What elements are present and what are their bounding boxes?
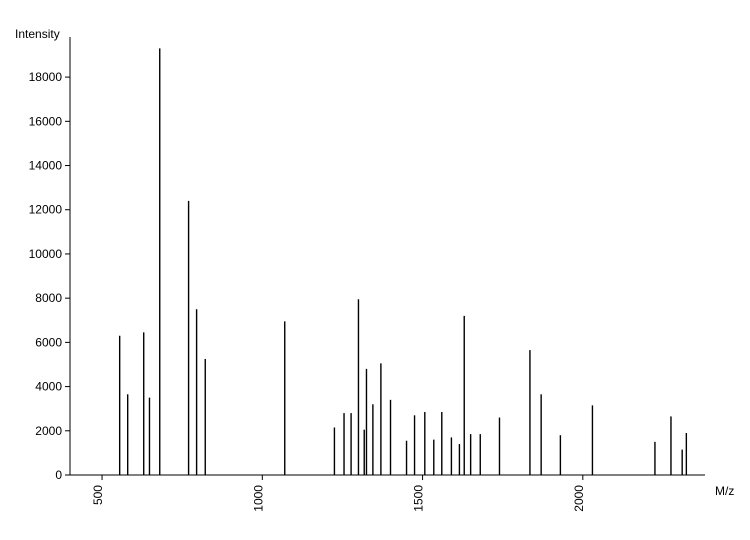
y-tick-label: 0 [55, 468, 62, 482]
y-tick-label: 8000 [35, 291, 62, 305]
y-tick-label: 6000 [35, 335, 62, 349]
y-tick-label: 16000 [29, 114, 63, 128]
y-tick-label: 18000 [29, 70, 63, 84]
y-axis-label: Intensity [15, 27, 60, 41]
mass-spectrum-chart: 0 2000 4000 6000 8000 10000 12000 14000 16000 180… [0, 0, 750, 540]
y-tick-label: 12000 [29, 203, 63, 217]
y-tick-label: 2000 [35, 424, 62, 438]
y-tick-label: 10000 [29, 247, 63, 261]
x-tick-label: 1500 [412, 485, 426, 512]
x-tick-label: 2000 [572, 485, 586, 512]
x-axis-label: M/z [715, 484, 734, 498]
y-tick-label: 14000 [29, 159, 63, 173]
chart-canvas: 0 2000 4000 6000 8000 10000 12000 14000 16000 180… [0, 0, 750, 540]
y-tick-label: 4000 [35, 380, 62, 394]
x-tick-label: 500 [91, 485, 105, 505]
x-tick-label: 1000 [251, 485, 265, 512]
